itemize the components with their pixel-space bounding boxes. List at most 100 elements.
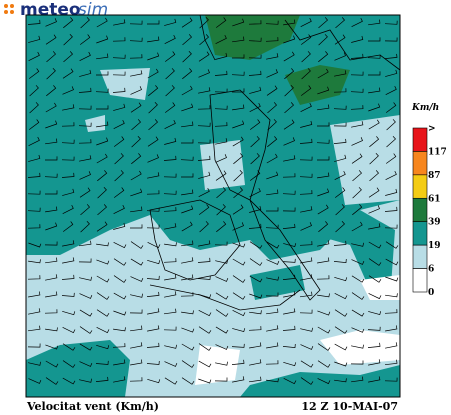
wind-barb — [333, 258, 347, 263]
wind-barb — [62, 104, 75, 111]
wind-barb — [351, 344, 364, 349]
wind-barb — [232, 275, 246, 283]
wind-barb — [216, 204, 226, 216]
wind-barb — [147, 241, 161, 249]
wind-barb — [284, 85, 294, 97]
legend-label: 19 — [428, 241, 441, 251]
wind-barb — [385, 153, 397, 164]
wind-barb — [164, 137, 177, 145]
wind-barb — [113, 359, 126, 366]
wind-barb — [249, 310, 262, 315]
wind-barb — [215, 17, 227, 28]
wind-barb — [368, 87, 381, 94]
legend-swatch — [412, 127, 428, 152]
wind-barb — [130, 342, 143, 349]
legend-swatch — [412, 151, 428, 176]
wind-barb — [215, 276, 229, 282]
wind-barb — [164, 18, 177, 26]
wind-barb — [129, 377, 143, 382]
wind-barb — [215, 361, 228, 366]
wind-barb — [385, 170, 397, 181]
wind-barb — [233, 153, 244, 165]
wind-barb — [316, 275, 330, 280]
wind-barb — [61, 292, 75, 297]
wind-barb — [96, 292, 110, 300]
wind-barb — [78, 240, 92, 247]
wind-barb — [351, 309, 365, 317]
wind-barb — [350, 71, 364, 76]
wind-barb — [28, 378, 42, 384]
wind-barb — [198, 293, 212, 299]
wind-barb — [197, 105, 211, 110]
wind-barb — [300, 344, 314, 350]
wind-barb — [147, 308, 160, 315]
wind-barb — [113, 103, 126, 111]
wind-barb — [113, 327, 126, 332]
wind-barb — [300, 17, 312, 28]
wind-barbs — [27, 17, 399, 385]
wind-barb — [62, 326, 76, 334]
wind-barb — [283, 51, 295, 62]
wind-barb — [181, 343, 195, 351]
wind-barb — [164, 102, 176, 113]
wind-barb — [282, 173, 296, 178]
wind-barb — [147, 378, 161, 384]
wind-barb — [317, 360, 331, 368]
wind-barb — [266, 207, 279, 212]
wind-barb — [299, 138, 313, 144]
logo-dot — [4, 4, 8, 8]
wind-zone — [26, 340, 130, 397]
wind-barb — [112, 71, 126, 76]
wind-barb — [130, 102, 142, 113]
wind-barb — [300, 327, 314, 332]
wind-barb — [27, 19, 41, 25]
wind-barb — [45, 377, 59, 385]
wind-barb — [368, 293, 382, 300]
wind-barb — [28, 308, 41, 315]
wind-barb — [333, 138, 347, 144]
wind-barb — [46, 68, 56, 80]
wind-zone — [330, 115, 400, 205]
wind-barb — [164, 377, 178, 385]
wind-barb — [386, 136, 396, 148]
wind-barb — [163, 207, 177, 212]
wind-barb — [282, 190, 296, 195]
wind-barb — [384, 359, 398, 366]
wind-barb — [147, 52, 160, 61]
wind-barb — [385, 102, 397, 113]
wind-barb — [29, 85, 39, 97]
wind-barb — [63, 51, 73, 63]
wind-barb — [146, 342, 160, 348]
wind-barb — [333, 88, 347, 93]
wind-barb — [164, 223, 177, 230]
wind-barb — [165, 68, 175, 80]
logo-dot — [4, 10, 8, 14]
wind-barb — [181, 257, 194, 264]
wind-zone — [250, 265, 305, 300]
wind-barb — [368, 223, 381, 230]
wind-barb — [317, 240, 330, 247]
wind-barb — [335, 221, 345, 233]
wind-barb — [232, 18, 245, 27]
wind-barb — [266, 69, 278, 78]
wind-barb — [96, 259, 110, 265]
wind-barb — [317, 172, 330, 179]
wind-barb — [113, 19, 126, 26]
wind-barb — [214, 70, 228, 76]
wind-barb — [250, 136, 260, 148]
wind-barb — [248, 20, 262, 25]
wind-barb — [113, 275, 127, 283]
wind-barb — [351, 327, 365, 333]
wind-barb — [163, 173, 177, 178]
wind-barb — [248, 54, 262, 59]
legend: Km/h >117 87 61 39 19 6 0 — [411, 103, 447, 298]
wind-barb — [182, 34, 192, 46]
wind-barb — [44, 241, 58, 246]
wind-barb — [197, 155, 211, 161]
wind-barb — [96, 35, 109, 44]
wind-barb — [250, 153, 260, 165]
wind-barb — [316, 139, 330, 144]
wind-barb — [214, 241, 228, 246]
wind-barb — [130, 70, 143, 77]
wind-barb — [351, 376, 364, 383]
